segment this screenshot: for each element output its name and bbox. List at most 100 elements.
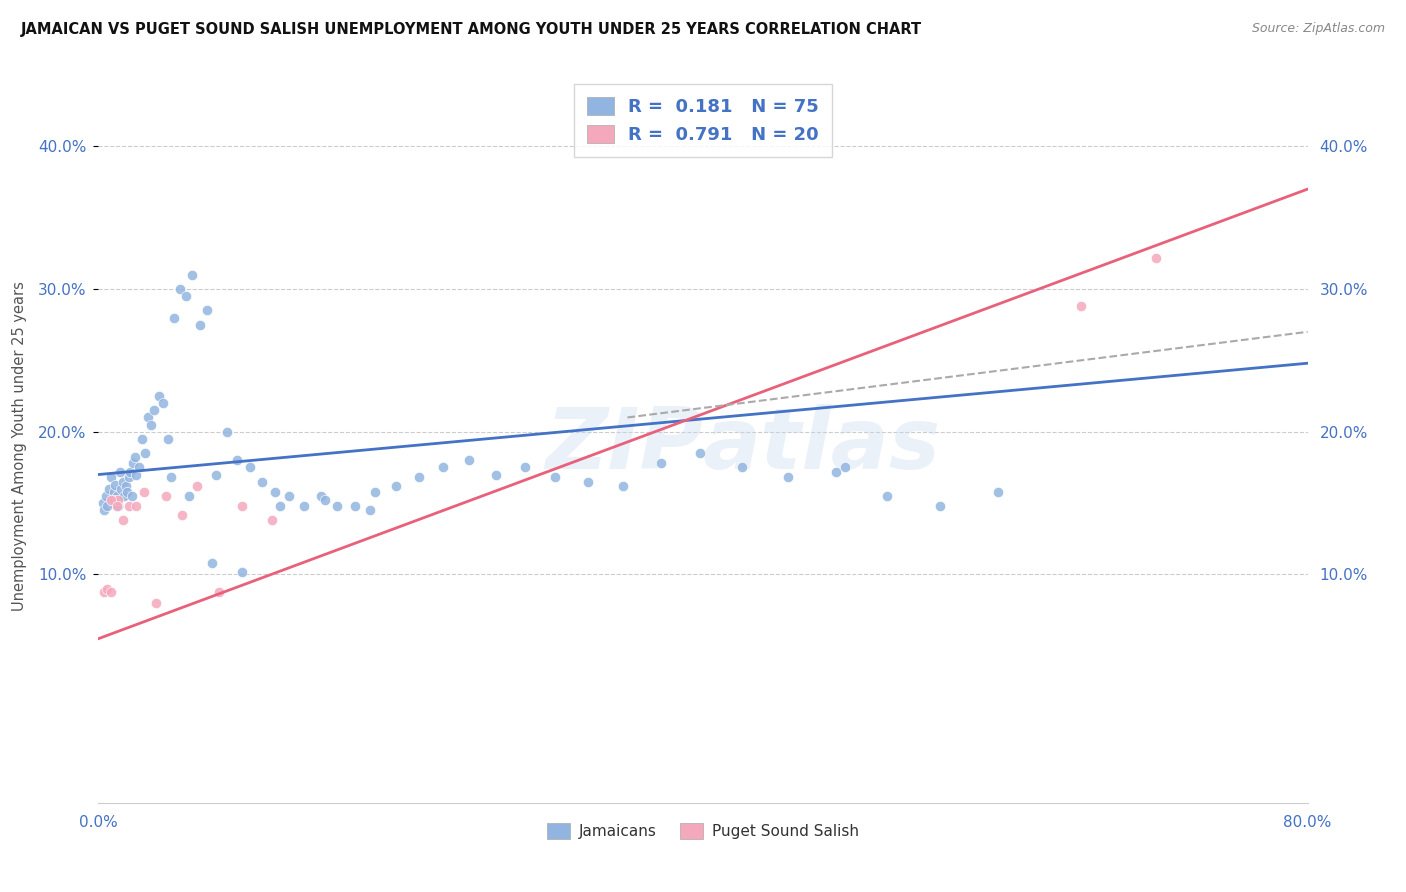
Point	[108, 465, 131, 479]
Text: JAMAICAN VS PUGET SOUND SALISH UNEMPLOYMENT AMONG YOUTH UNDER 25 YEARS CORRELATI: JAMAICAN VS PUGET SOUND SALISH UNEMPLOYM…	[21, 22, 922, 37]
Point	[1144, 251, 1167, 265]
Point	[385, 479, 408, 493]
Point	[309, 489, 332, 503]
Point	[208, 584, 231, 599]
Point	[650, 456, 672, 470]
Point	[188, 318, 211, 332]
Point	[96, 582, 118, 596]
Point	[344, 499, 367, 513]
Point	[163, 310, 186, 325]
Point	[115, 484, 138, 499]
Point	[408, 470, 430, 484]
Point	[179, 489, 201, 503]
Point	[121, 489, 143, 503]
Point	[576, 475, 599, 489]
Point	[731, 460, 754, 475]
Point	[148, 389, 170, 403]
Point	[122, 456, 145, 470]
Point	[689, 446, 711, 460]
Point	[201, 556, 224, 570]
Point	[104, 477, 127, 491]
Point	[195, 303, 218, 318]
Point	[112, 489, 135, 503]
Point	[93, 503, 115, 517]
Text: ZIP: ZIP	[546, 404, 703, 488]
Point	[239, 460, 262, 475]
Point	[156, 432, 179, 446]
Point	[114, 479, 136, 493]
Point	[98, 482, 121, 496]
Point	[100, 470, 122, 484]
Point	[987, 484, 1010, 499]
Point	[155, 489, 177, 503]
Point	[929, 499, 952, 513]
Text: atlas: atlas	[703, 404, 941, 488]
Point	[107, 493, 129, 508]
Point	[91, 496, 114, 510]
Point	[136, 410, 159, 425]
Point	[292, 499, 315, 513]
Point	[96, 499, 118, 513]
Point	[360, 503, 382, 517]
Point	[160, 470, 183, 484]
Point	[186, 479, 208, 493]
Point	[1070, 299, 1092, 313]
Point	[93, 584, 115, 599]
Point	[94, 489, 117, 503]
Point	[174, 289, 197, 303]
Point	[107, 499, 129, 513]
Point	[131, 432, 153, 446]
Point	[776, 470, 799, 484]
Point	[205, 467, 228, 482]
Point	[100, 493, 122, 508]
Point	[834, 460, 856, 475]
Point	[457, 453, 479, 467]
Point	[118, 499, 141, 513]
Point	[110, 482, 132, 496]
Point	[118, 470, 141, 484]
Point	[181, 268, 204, 282]
Point	[226, 453, 249, 467]
Point	[170, 508, 193, 522]
Point	[103, 484, 125, 499]
Point	[825, 465, 848, 479]
Point	[215, 425, 238, 439]
Point	[264, 484, 287, 499]
Point	[876, 489, 898, 503]
Point	[269, 499, 291, 513]
Point	[513, 460, 536, 475]
Point	[105, 489, 128, 503]
Point	[364, 484, 387, 499]
Point	[277, 489, 299, 503]
Point	[485, 467, 508, 482]
Point	[152, 396, 174, 410]
Point	[141, 417, 163, 432]
Point	[120, 465, 142, 479]
Point	[250, 475, 273, 489]
Y-axis label: Unemployment Among Youth under 25 years: Unemployment Among Youth under 25 years	[13, 281, 27, 611]
Point	[101, 493, 124, 508]
Point	[326, 499, 349, 513]
Point	[124, 450, 146, 465]
Point	[231, 499, 253, 513]
Point	[231, 565, 253, 579]
Point	[134, 446, 156, 460]
Point	[111, 475, 134, 489]
Point	[169, 282, 191, 296]
Point	[105, 499, 128, 513]
Point	[132, 484, 155, 499]
Point	[432, 460, 454, 475]
Legend: Jamaicans, Puget Sound Salish: Jamaicans, Puget Sound Salish	[541, 817, 865, 845]
Point	[125, 467, 148, 482]
Point	[314, 493, 336, 508]
Point	[103, 493, 125, 508]
Point	[143, 403, 166, 417]
Point	[111, 513, 134, 527]
Point	[544, 470, 567, 484]
Point	[128, 460, 150, 475]
Text: Source: ZipAtlas.com: Source: ZipAtlas.com	[1251, 22, 1385, 36]
Point	[145, 596, 167, 610]
Point	[125, 499, 148, 513]
Point	[100, 584, 122, 599]
Point	[612, 479, 634, 493]
